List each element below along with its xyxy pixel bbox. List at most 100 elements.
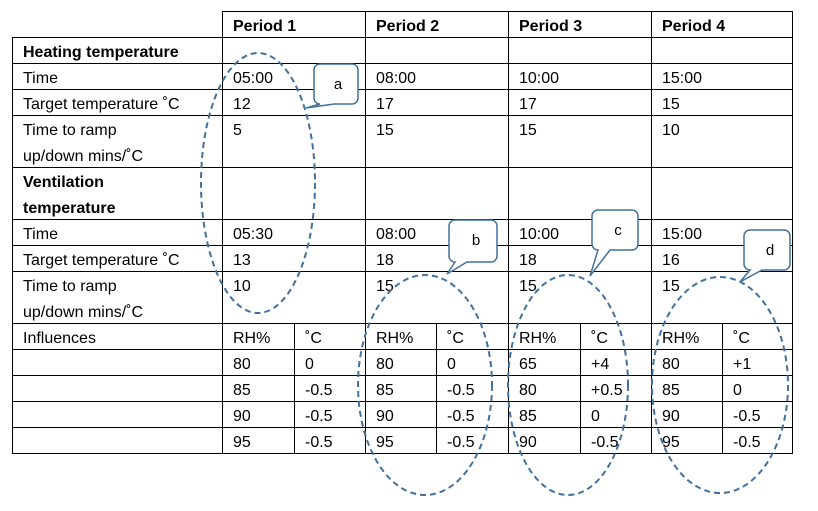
empty-cell [365, 37, 509, 64]
cell-text: 5 [233, 122, 242, 139]
row-label [12, 401, 223, 428]
cell: 80 [365, 349, 437, 376]
cell: 0 [722, 375, 793, 402]
cell-text: Ventilation temperature [23, 174, 116, 217]
cell: 90 [651, 401, 723, 428]
cell-text: 10 [662, 122, 680, 139]
row-label: Target temperature ˚C [12, 245, 223, 272]
cell-text: 15 [376, 278, 394, 295]
cell: 95 [222, 427, 295, 454]
cell-text: 15 [662, 278, 680, 295]
cell: -0.5 [294, 375, 366, 402]
cell: 15 [651, 89, 793, 116]
cell: 17 [508, 89, 652, 116]
row-label: Target temperature ˚C [12, 89, 223, 116]
cell: 95 [365, 427, 437, 454]
cell: RH% [222, 323, 295, 350]
cell: RH% [365, 323, 437, 350]
cell: 0 [580, 401, 652, 428]
cell-text: Influences [23, 330, 96, 347]
row-label: Time to ramp up/down mins/˚C [12, 115, 223, 168]
cell: 85 [651, 375, 723, 402]
cell: 08:00 [365, 63, 509, 90]
cell: ˚C [436, 323, 509, 350]
cell: 08:00 [365, 219, 509, 246]
cell: +1 [722, 349, 793, 376]
row-label [12, 349, 223, 376]
cell-text: 08:00 [376, 226, 417, 243]
cell: 15 [365, 271, 509, 324]
cell: 13 [222, 245, 366, 272]
cell: 90 [508, 427, 581, 454]
empty-cell [508, 167, 652, 220]
row-label: Time [12, 219, 223, 246]
cell-text: 15:00 [662, 70, 703, 87]
cell: 10 [651, 115, 793, 168]
cell-text: ˚C [305, 330, 322, 347]
cell: 15 [508, 271, 652, 324]
cell: 80 [222, 349, 295, 376]
section-header: Heating temperature [12, 37, 223, 64]
cell-text: -0.5 [305, 408, 333, 425]
cell: 18 [365, 245, 509, 272]
cell-text: Period 1 [233, 18, 297, 35]
cell-text: 15 [376, 122, 394, 139]
cell: ˚C [722, 323, 793, 350]
empty-cell [222, 37, 366, 64]
cell: 85 [222, 375, 295, 402]
cell-text: 15:00 [662, 226, 703, 243]
cell: 0 [436, 349, 509, 376]
cell: 15:00 [651, 63, 793, 90]
empty-cell [508, 37, 652, 64]
cell-text: Target temperature ˚C [23, 252, 180, 269]
table-border [792, 11, 793, 454]
cell-text: 18 [519, 252, 537, 269]
cell: -0.5 [436, 401, 509, 428]
section-header: Ventilation temperature [12, 167, 223, 220]
cell: 05:00 [222, 63, 366, 90]
cell: +4 [580, 349, 652, 376]
cell-text: 10:00 [519, 226, 560, 243]
cell-text: 08:00 [376, 70, 417, 87]
cell: 80 [651, 349, 723, 376]
cell: 10:00 [508, 63, 652, 90]
column-header: Period 2 [365, 11, 509, 38]
cell-text: Time to ramp up/down mins/˚C [23, 278, 144, 321]
cell-text: Period 2 [376, 18, 440, 35]
cell: -0.5 [436, 375, 509, 402]
cell: -0.5 [294, 401, 366, 428]
cell-text: -0.5 [305, 382, 333, 399]
row-label: Time [12, 63, 223, 90]
row-label: Influences [12, 323, 223, 350]
cell-text: 15 [519, 122, 537, 139]
cell-text: Time to ramp up/down mins/˚C [23, 122, 144, 165]
cell: 15 [365, 115, 509, 168]
cell: 05:30 [222, 219, 366, 246]
cell-text: RH% [233, 330, 271, 347]
empty-cell [651, 167, 793, 220]
cell: 15 [651, 271, 793, 324]
cell: 16 [651, 245, 793, 272]
cell: 10 [222, 271, 366, 324]
cell-text: 10:00 [519, 70, 560, 87]
table-border [12, 453, 793, 454]
cell: 0 [294, 349, 366, 376]
cell: 95 [651, 427, 723, 454]
cell-text: 16 [662, 252, 680, 269]
empty-cell [222, 167, 366, 220]
cell: RH% [651, 323, 723, 350]
cell-text: Time [23, 226, 58, 243]
cell: -0.5 [436, 427, 509, 454]
cell: RH% [508, 323, 581, 350]
cell: 15 [508, 115, 652, 168]
cell: -0.5 [294, 427, 366, 454]
cell-text: 18 [376, 252, 394, 269]
cell-text: 95 [233, 434, 251, 451]
cell-text: 17 [519, 96, 537, 113]
cell: 18 [508, 245, 652, 272]
cell: -0.5 [722, 401, 793, 428]
cell-text: 90 [233, 408, 251, 425]
cell: 90 [365, 401, 437, 428]
cell: 85 [365, 375, 437, 402]
